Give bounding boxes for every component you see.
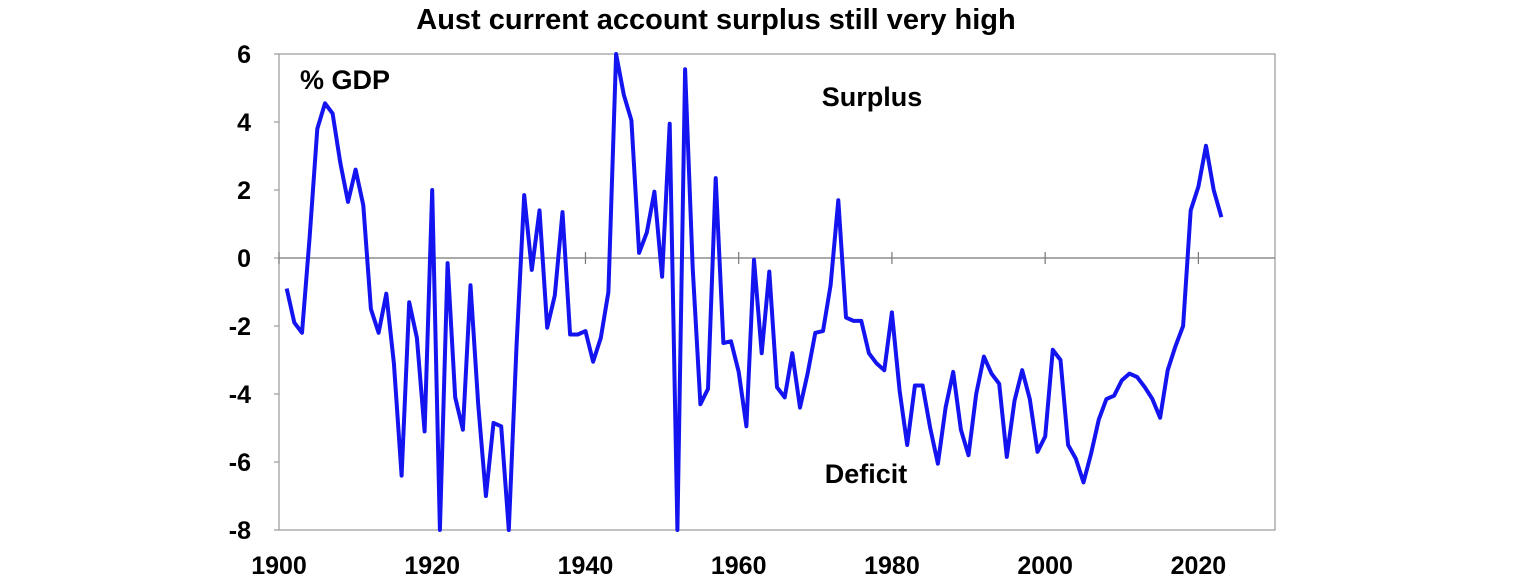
surplus-annotation: Surplus [822,82,923,112]
x-tick-label: 1960 [711,552,767,580]
y-tick-label: -2 [229,313,251,341]
series-line-0 [284,52,1224,532]
x-tick-label: 1980 [864,552,920,580]
y-tick-label: -6 [229,449,251,477]
plot-area [278,53,1276,531]
x-tick-label: 1920 [404,552,460,580]
x-tick-label: 1900 [251,552,307,580]
y-tick-label: -8 [229,517,251,545]
y-tick-label: 4 [237,109,251,137]
y-axis: 6 4 2 0 -2 -4 -6 -8 [229,41,279,545]
y-tick-label: 2 [237,177,251,205]
x-tick-label: 1940 [558,552,614,580]
chart-title: Aust current account surplus still very … [416,4,1015,36]
y-tick-label: 6 [237,41,251,69]
x-tick-label: 2000 [1017,552,1073,580]
x-axis: 1900 1920 1940 1960 1980 2000 2020 [251,252,1226,580]
series-layer [284,52,1224,532]
x-tick-label: 2020 [1171,552,1227,580]
y-tick-label: 0 [237,245,251,273]
deficit-annotation: Deficit [825,459,908,489]
y-axis-label: % GDP [300,65,390,95]
y-tick-label: -4 [229,381,251,409]
